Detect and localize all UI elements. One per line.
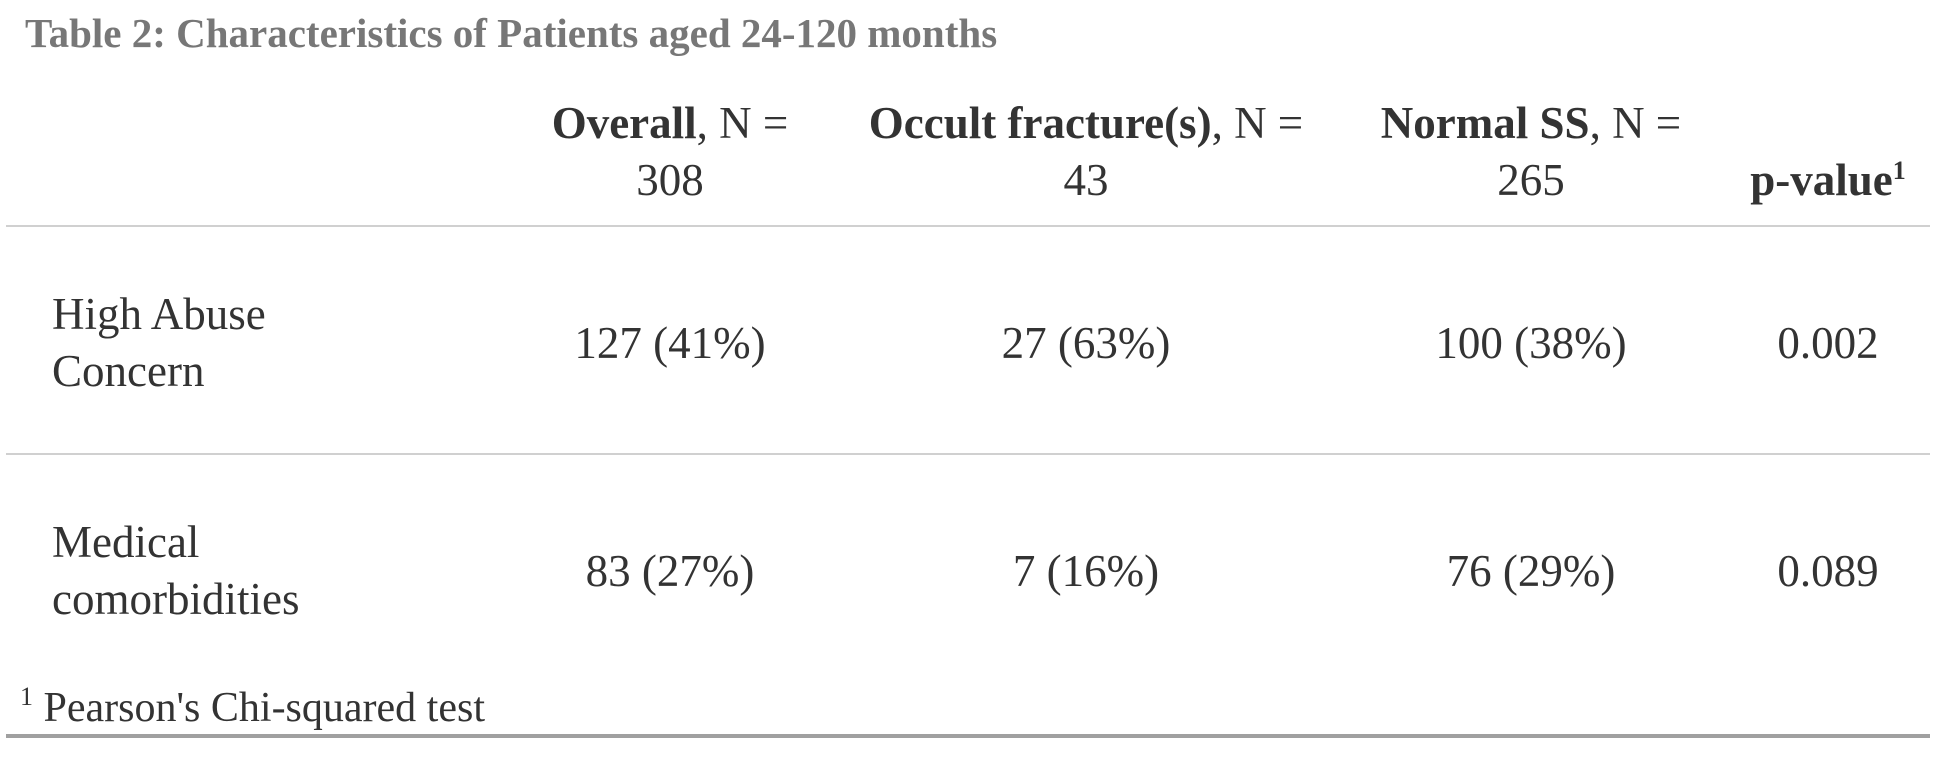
cell-value: 0.089 xyxy=(1777,545,1879,596)
cell-value: 76 (29%) xyxy=(1446,545,1616,596)
column-note: 1 xyxy=(1892,156,1906,185)
cell-value: 7 (16%) xyxy=(1012,545,1160,596)
footnote-mark: 1 xyxy=(20,682,33,711)
row-label: Medical comorbidities xyxy=(52,517,300,624)
row-rule xyxy=(6,453,1930,455)
column-name: p-value xyxy=(1750,155,1893,205)
table-title: Table 2: Characteristics of Patients age… xyxy=(25,10,998,56)
column-n: , N = 308 xyxy=(636,98,789,205)
cell-value: 83 (27%) xyxy=(585,545,755,596)
header-rule xyxy=(6,225,1930,227)
cell-value: 27 (63%) xyxy=(1001,317,1171,368)
column-name: Normal SS xyxy=(1380,98,1590,148)
column-name: Overall xyxy=(551,98,697,148)
column-n: , N = 43 xyxy=(1063,98,1304,205)
cell-value: 127 (41%) xyxy=(574,317,766,368)
footnote-text: Pearson's Chi-squared test xyxy=(43,685,486,731)
column-n: , N = 265 xyxy=(1497,98,1682,205)
cell-value: 0.002 xyxy=(1777,317,1879,368)
row-label: High Abuse Concern xyxy=(52,289,266,396)
footnote: 1 Pearson's Chi-squared test xyxy=(20,680,485,736)
column-header: Normal SS, N = 265 xyxy=(1351,95,1711,209)
column-header-text: Occult fracture(s), N = 43 xyxy=(856,95,1316,209)
cell-value: 100 (38%) xyxy=(1435,317,1627,368)
column-header-text: p-value1 xyxy=(1718,152,1938,209)
column-header: Occult fracture(s), N = 43 xyxy=(856,95,1316,209)
bottom-rule xyxy=(6,734,1930,738)
column-name: Occult fracture(s) xyxy=(868,98,1212,148)
column-header-text: Overall, N = 308 xyxy=(525,95,815,209)
column-header-text: Normal SS, N = 265 xyxy=(1351,95,1711,209)
column-header: Overall, N = 308 xyxy=(525,95,815,209)
column-header: p-value1 xyxy=(1718,95,1938,209)
